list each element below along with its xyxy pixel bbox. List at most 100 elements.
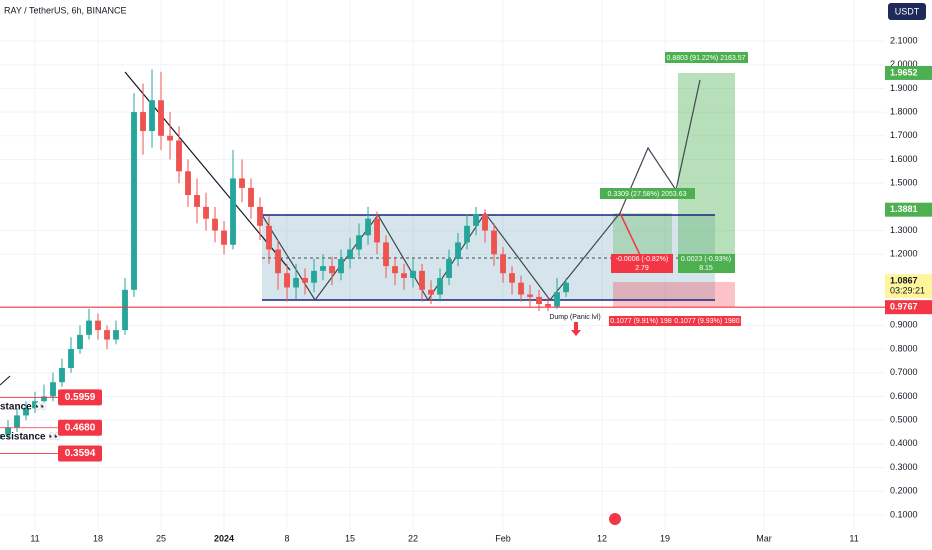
y-tick-label: 2.1000 [890, 35, 918, 45]
label-box [665, 52, 748, 63]
candle-body [230, 178, 236, 245]
candle-body [113, 330, 119, 340]
candle-body [14, 415, 20, 428]
candle-body [410, 270, 416, 278]
x-tick-label: Feb [495, 533, 511, 543]
currency[interactable]: USDT [895, 6, 920, 16]
candle-body [527, 294, 533, 297]
candle-body [383, 242, 389, 267]
candle-body [149, 100, 155, 132]
level-label-box [58, 389, 102, 406]
label-box [600, 188, 695, 199]
candle-body [347, 249, 353, 260]
y-tick-label: 1.8000 [890, 106, 918, 116]
resistance-label: esistance 👀 [0, 432, 61, 443]
countdown: 03:29:21 [890, 285, 925, 295]
candle-body [158, 100, 164, 136]
target-zone [613, 213, 672, 258]
candle-body [95, 320, 101, 331]
y-tick-label: 0.1000 [890, 509, 918, 519]
candle-body [140, 112, 146, 132]
candle-body [248, 187, 254, 207]
candle-body [464, 225, 470, 243]
label-box [611, 254, 673, 273]
y-tick-label: 1.5000 [890, 178, 918, 188]
dump-label: Dump (Panic lvl) [549, 314, 600, 321]
candle-body [167, 135, 173, 141]
candle-body [59, 368, 65, 383]
candle-body [437, 277, 443, 295]
y-tick-label: 1.6000 [890, 154, 918, 164]
candle-body [311, 270, 317, 283]
candle-body [68, 349, 74, 369]
stop-label: 2.79 [635, 265, 649, 272]
x-tick-label: 8 [285, 533, 290, 543]
x-tick-label: 19 [660, 533, 670, 543]
candle-body [0, 434, 2, 440]
stop-label: 8.15 [699, 265, 713, 272]
price-label-box [885, 65, 932, 80]
candle-body [536, 296, 542, 305]
currency-button[interactable] [888, 3, 926, 20]
level-label: 0.3594 [65, 448, 96, 459]
candle-body [266, 225, 272, 250]
label-box [609, 316, 673, 326]
candle-body [284, 273, 290, 288]
candle-body [5, 427, 11, 435]
candle-body [77, 334, 83, 350]
candle-body [32, 401, 38, 409]
y-tick-label: 0.4000 [890, 438, 918, 448]
level-label: 0.5959 [65, 392, 96, 403]
y-tick-label: 0.2000 [890, 486, 918, 496]
candle-body [392, 266, 398, 274]
annotation-labels: 0.8803 (91.22%) 2163.57 0.3309 (27.58%) … [0, 52, 748, 443]
price-label: 1.9652 [890, 67, 918, 77]
y-tick-label: 0.6000 [890, 391, 918, 401]
level-label-box [58, 445, 102, 462]
projection-path [261, 79, 701, 302]
chart-title: RAY / TetherUS, 6h, BINANCE [4, 5, 127, 15]
candle-body [509, 273, 515, 283]
candle-body [320, 266, 326, 271]
risk-label: 0.1077 (9.93%) 1980 [674, 318, 739, 325]
price-label-box [885, 274, 932, 299]
stop-zone [613, 282, 735, 307]
stop-label: 0.0023 (-0.93%) [681, 256, 731, 263]
candle-body [419, 270, 425, 290]
candle-body [302, 277, 308, 283]
candle-body [491, 230, 497, 255]
drawings [0, 71, 735, 525]
level-label: 0.4680 [65, 422, 96, 433]
x-tick-label: 15 [345, 533, 355, 543]
candle-body [293, 277, 299, 288]
candle-body [500, 254, 506, 274]
candle-body [563, 282, 569, 293]
candle-body [203, 206, 209, 219]
candle-body [518, 282, 524, 295]
target-label: 0.3309 (27.58%) 2053.63 [607, 191, 686, 198]
price-label-box [885, 300, 932, 315]
candle-body [374, 218, 380, 243]
x-tick-label: 25 [156, 533, 166, 543]
resistance-label: stance 👀 [0, 402, 47, 413]
candle-body [401, 273, 407, 278]
candle-body [122, 289, 128, 331]
x-tick-label: 11 [849, 533, 858, 543]
candle-body [275, 249, 281, 274]
label-box [673, 316, 741, 326]
candle-body [428, 289, 434, 295]
trendline [0, 375, 11, 386]
target-label: 0.8803 (91.22%) 2163.57 [666, 55, 745, 62]
y-tick-label: 2.0000 [890, 59, 918, 69]
label-box [678, 254, 735, 273]
plot: 0.1000 0.2000 0.3000 0.4000 0.5000 0.6000 0.70… [0, 35, 918, 543]
x-tick-label: 2024 [214, 533, 234, 543]
x-tick-label: Mar [756, 533, 772, 543]
price-label: 1.3881 [890, 204, 918, 214]
candle-body [554, 292, 560, 307]
fake-out [619, 212, 641, 256]
candle-body [194, 195, 200, 207]
candle-body [545, 304, 551, 307]
y-tick-label: 1.9000 [890, 83, 918, 93]
candle-body [356, 235, 362, 250]
